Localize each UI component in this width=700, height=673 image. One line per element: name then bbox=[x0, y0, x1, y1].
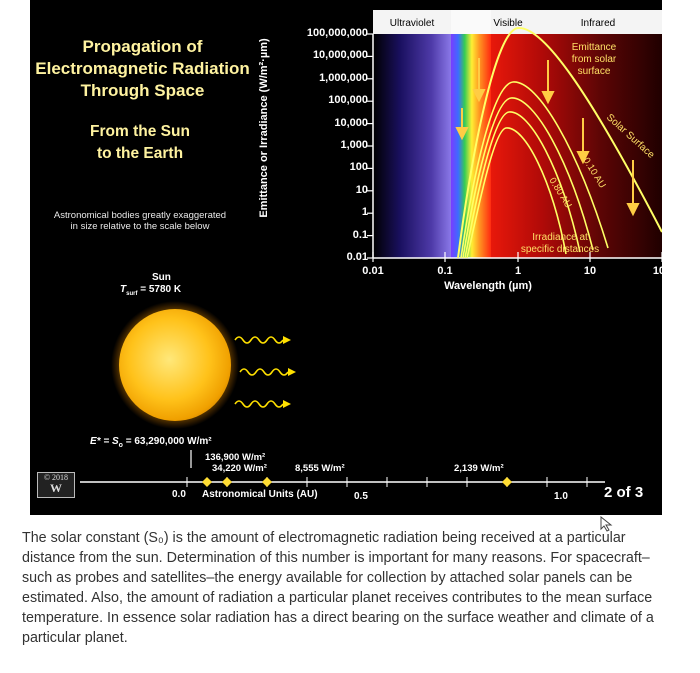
arrow-down-icon bbox=[626, 203, 640, 217]
y-tick-label: 100,000,000 bbox=[306, 27, 368, 39]
y-tick-label: 100,000 bbox=[328, 94, 368, 107]
radiation-waves bbox=[234, 336, 289, 408]
x-axis-label: Wavelength (µm) bbox=[444, 280, 532, 292]
y-tick-label: 10,000,000 bbox=[312, 49, 368, 62]
au-marker-icon bbox=[202, 477, 212, 487]
uv-band-label: Ultraviolet bbox=[390, 18, 435, 29]
emittance-label: Emittance from solar surface bbox=[572, 42, 617, 77]
visible-band-label: Visible bbox=[493, 18, 523, 29]
scale-tick-0: 0.0 bbox=[172, 489, 186, 500]
slide-subtitle: From the Sun to the Earth bbox=[90, 123, 190, 162]
curve-irradiance-2 bbox=[462, 97, 594, 259]
formula: E* = So = 63,290,000 W/m² bbox=[90, 436, 212, 449]
formula-sub: o bbox=[118, 442, 123, 449]
caption-paragraph: The solar constant (S₀) is the amount of… bbox=[22, 530, 654, 646]
ir-band bbox=[491, 34, 662, 258]
publisher-logo: © 2018 W bbox=[37, 472, 75, 498]
y-tick-label: 100 bbox=[349, 161, 368, 174]
wave-arrow-icon bbox=[283, 336, 291, 344]
y-tick-label: 0.1 bbox=[352, 228, 368, 241]
y-tick-label: 10 bbox=[355, 183, 368, 196]
y-tick-label: 1,000,000 bbox=[319, 71, 368, 84]
curve-irradiance-010au bbox=[464, 111, 581, 259]
slide-panel: Propagation of Electromagnetic Radiation… bbox=[30, 0, 662, 515]
wave-arrow-icon bbox=[283, 400, 291, 408]
scale-tick-05: 0.5 bbox=[354, 491, 368, 502]
sun-temp-t: T bbox=[120, 284, 127, 295]
x-tick-label: 0.1 bbox=[437, 265, 453, 277]
sun-temp-sub: surf bbox=[126, 291, 138, 297]
arrow-down-icon bbox=[541, 91, 555, 105]
sun-temp-value: = 5780 K bbox=[140, 284, 182, 295]
logo-letters: W bbox=[50, 481, 62, 495]
au-scale bbox=[80, 450, 605, 487]
arrow-down-icon bbox=[472, 89, 486, 103]
arrow-down-icon bbox=[455, 127, 469, 141]
visible-band bbox=[451, 34, 491, 258]
y-tick-label: 1,000 bbox=[340, 139, 368, 151]
spectrum-chart: Ultraviolet Visible Infrared Emittance fr… bbox=[367, 10, 662, 262]
formula-e: E* = S bbox=[90, 436, 119, 447]
x-tick-marks bbox=[372, 252, 662, 262]
curve-irradiance-080au bbox=[466, 127, 567, 259]
x-tick-label: 100 bbox=[652, 265, 662, 277]
logo-year: © 2018 bbox=[43, 473, 69, 482]
y-tick-marks bbox=[367, 33, 373, 259]
irradiance-value-label: 8,555 W/m² bbox=[295, 463, 345, 474]
curve-irradiance-1 bbox=[460, 81, 609, 259]
y-tick-label: 10,000 bbox=[334, 116, 368, 129]
visible-header-box bbox=[451, 10, 491, 34]
sun-label-block: Sun Tsurf = 5780 K bbox=[120, 272, 250, 300]
mouse-cursor-icon bbox=[600, 516, 613, 532]
scale-note: Astronomical bodies greatly exaggerated … bbox=[53, 210, 227, 232]
sun-icon bbox=[119, 309, 231, 421]
arrow-down-icon bbox=[576, 151, 590, 165]
curve-solar-surface bbox=[457, 26, 662, 259]
irradiance-value-label: 34,220 W/m² bbox=[212, 463, 267, 474]
ir-band-label: Infrared bbox=[581, 18, 615, 29]
ir-header-box bbox=[491, 10, 662, 34]
x-tick-label: 1 bbox=[514, 265, 522, 277]
formula-value: = 63,290,000 W/m² bbox=[122, 436, 212, 447]
sun-illustration bbox=[111, 301, 296, 429]
irradiance-label: Irradiance at specific distances bbox=[521, 232, 599, 255]
au-marker-icon bbox=[222, 477, 232, 487]
page-indicator: 2 of 3 bbox=[604, 484, 644, 501]
au-marker-icon bbox=[502, 477, 512, 487]
sun-label: Sun bbox=[152, 272, 171, 283]
wave-arrow-icon bbox=[288, 368, 296, 376]
slide-title: Propagation of Electromagnetic Radiation… bbox=[35, 37, 250, 100]
uv-header-box bbox=[373, 10, 451, 34]
uv-band bbox=[373, 34, 451, 258]
scale-axis-label: Astronomical Units (AU) bbox=[202, 489, 318, 500]
y-tick-label: 0.01 bbox=[346, 251, 368, 263]
y-axis-label: Emittance or Irradiance (W/m²·µm) bbox=[258, 38, 270, 218]
x-tick-label: 10 bbox=[583, 265, 597, 277]
y-tick-label: 1 bbox=[361, 206, 368, 219]
scale-tick-1: 1.0 bbox=[554, 491, 568, 502]
x-tick-label: 0.01 bbox=[362, 265, 384, 277]
irradiance-value-label: 2,139 W/m² bbox=[454, 463, 504, 474]
irradiance-value-label: 136,900 W/m² bbox=[205, 452, 266, 463]
au-marker-icon bbox=[262, 477, 272, 487]
